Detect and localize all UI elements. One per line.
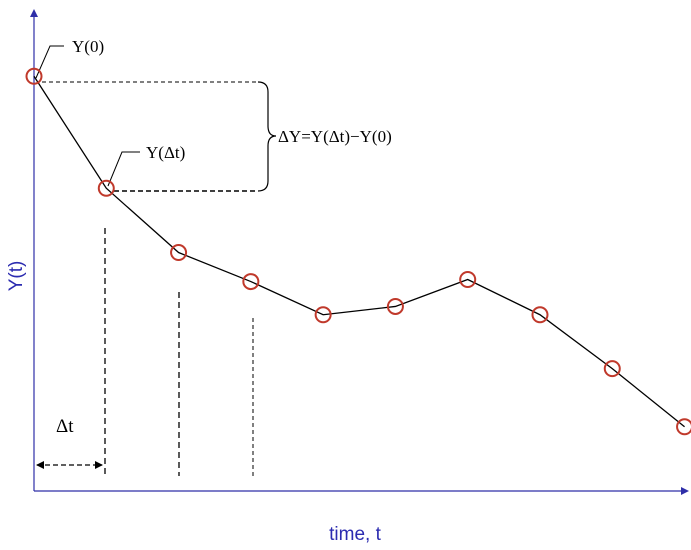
- annotations: Y(0) Y(Δt) ΔY=Y(Δt)−Y(0) Δt: [35, 37, 392, 476]
- series-line: [33, 75, 685, 428]
- y0-leader-line: [35, 45, 64, 79]
- ydt-leader-line: [107, 151, 140, 187]
- y-axis-label: Y(t): [6, 261, 27, 292]
- data-point-3: [242, 273, 260, 291]
- data-point-4: [314, 306, 332, 324]
- data-points: [25, 67, 691, 436]
- data-point-7: [531, 306, 549, 324]
- y0-label: Y(0): [72, 37, 104, 56]
- data-point-9: [676, 418, 691, 436]
- data-point-8: [603, 360, 621, 378]
- delta-y-brace: [257, 81, 277, 192]
- delta-t-label: Δt: [56, 416, 74, 437]
- data-point-0: [25, 67, 43, 85]
- data-point-2: [170, 244, 188, 262]
- data-point-6: [459, 270, 477, 288]
- ydt-label: Y(Δt): [146, 143, 185, 162]
- delta-y-label: ΔY=Y(Δt)−Y(0): [278, 127, 392, 146]
- data-point-5: [386, 297, 404, 315]
- x-axis-label: time, t: [329, 524, 381, 545]
- data-point-1: [97, 179, 115, 197]
